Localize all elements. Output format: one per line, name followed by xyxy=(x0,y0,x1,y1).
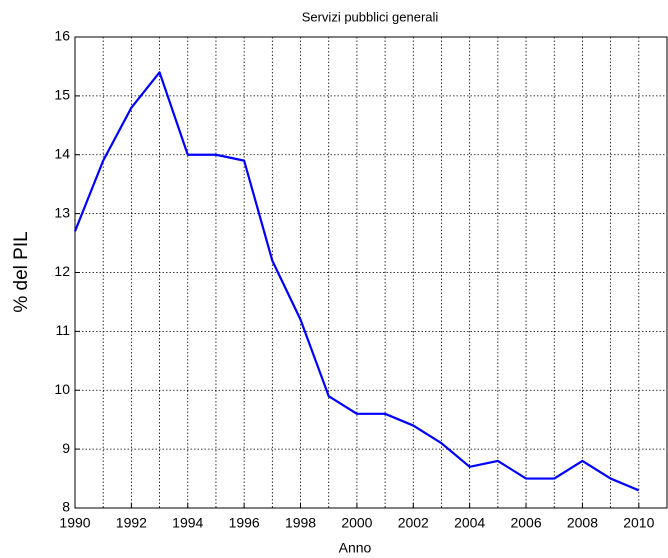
y-tick-label: 16 xyxy=(54,28,70,44)
plot-frame xyxy=(74,36,668,509)
x-tick-label: 1994 xyxy=(172,515,203,531)
x-tick-label: 1992 xyxy=(116,515,147,531)
y-tick-label: 10 xyxy=(54,381,70,397)
y-tick-label: 9 xyxy=(62,440,70,456)
x-axis-label: Anno xyxy=(339,540,372,556)
chart-title: Servizi pubblici generali xyxy=(302,9,439,24)
x-tick-label: 1996 xyxy=(229,515,260,531)
y-tick-label: 12 xyxy=(54,263,70,279)
x-tick-label: 2000 xyxy=(341,515,372,531)
x-tick-label: 2008 xyxy=(567,515,598,531)
x-tick-label: 1998 xyxy=(285,515,316,531)
x-tick-label: 1990 xyxy=(59,515,90,531)
y-tick-label: 11 xyxy=(55,322,70,338)
x-tick-label: 2004 xyxy=(454,515,485,531)
y-tick-label: 15 xyxy=(54,87,70,103)
y-tick-label: 8 xyxy=(62,499,70,515)
x-tick-label: 2002 xyxy=(398,515,429,531)
line-series xyxy=(73,71,640,492)
x-tick-label: 2010 xyxy=(623,515,654,531)
y-tick-label: 14 xyxy=(54,145,70,161)
x-tick-label: 2006 xyxy=(510,515,541,531)
y-axis-label: % del PIL xyxy=(11,231,32,312)
y-tick-label: 13 xyxy=(54,204,70,220)
